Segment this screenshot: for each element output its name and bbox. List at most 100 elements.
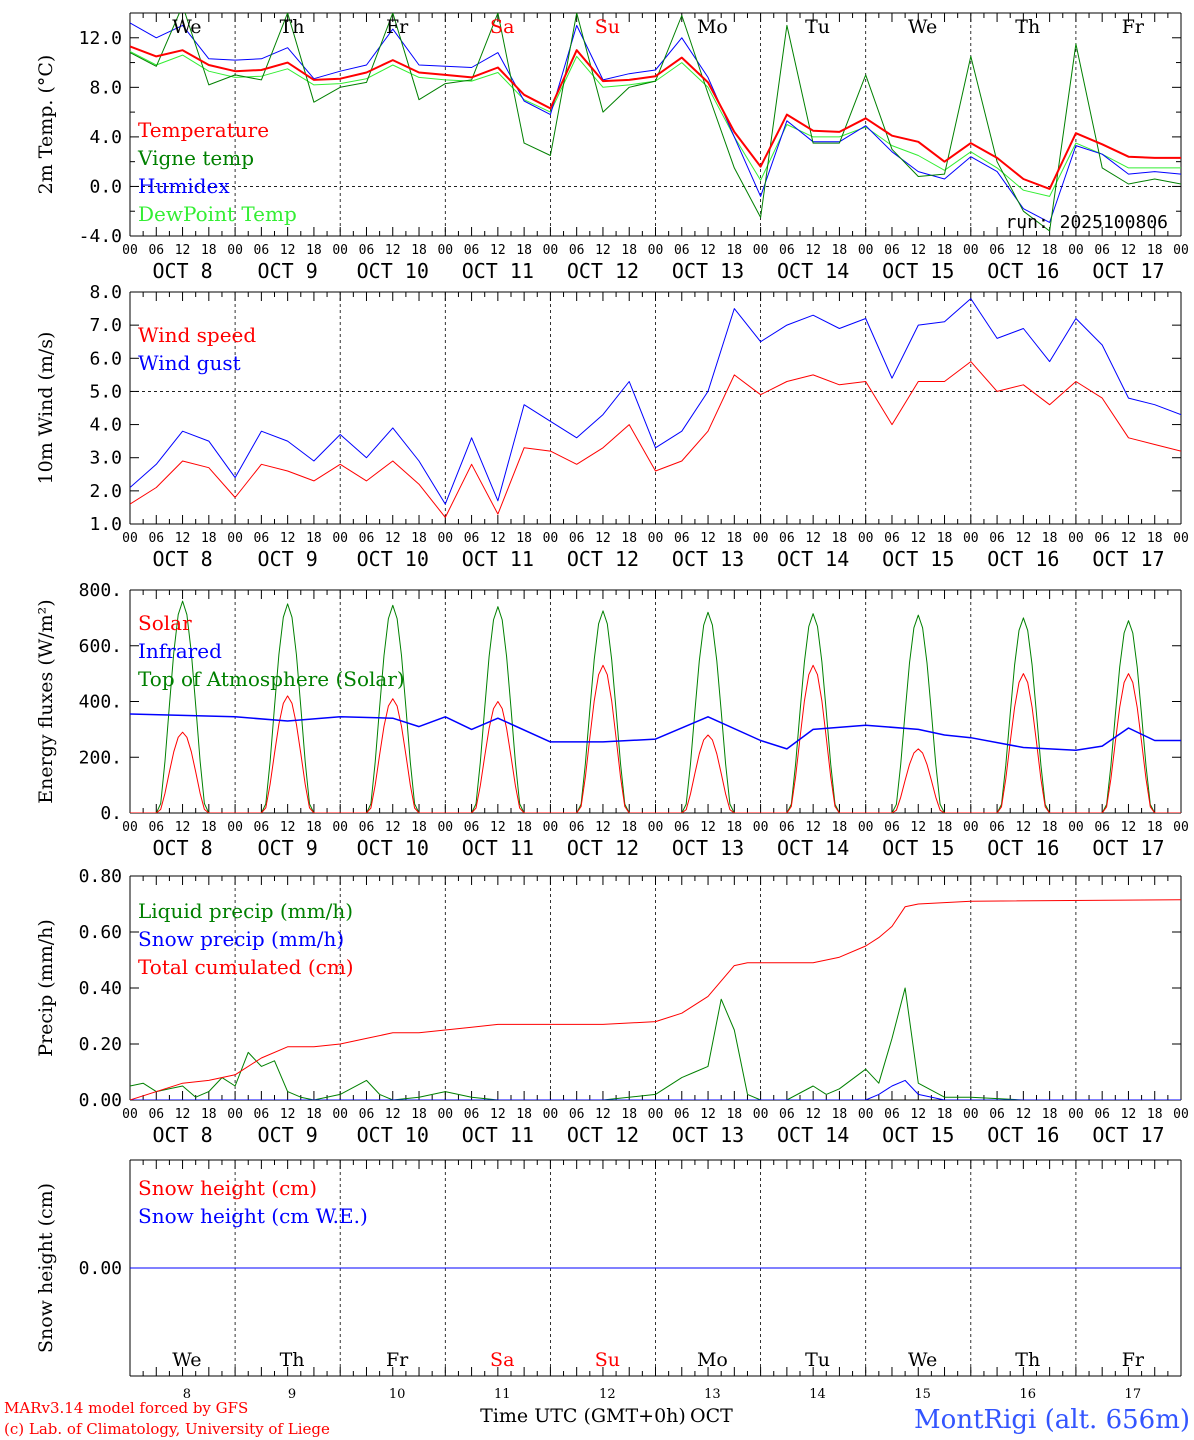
x-hour-label: 06 (989, 1107, 1005, 1122)
day-number-label: 8 (183, 1387, 191, 1402)
legend-humidex: Humidex (138, 174, 230, 198)
x-hour-label: 12 (385, 531, 401, 546)
x-hour-label: 00 (437, 243, 453, 258)
x-hour-label: 18 (1147, 1107, 1163, 1122)
total-cumulated-cm-line (130, 899, 1181, 1100)
x-hour-label: 00 (122, 820, 138, 835)
x-hour-label: 18 (1042, 1107, 1058, 1122)
x-hour-label: 12 (280, 531, 296, 546)
x-hour-label: 18 (832, 243, 848, 258)
y-tick-label: 8.0 (89, 282, 122, 303)
x-hour-label: 06 (779, 531, 795, 546)
x-hour-label: 06 (569, 820, 585, 835)
x-hour-label: 00 (122, 531, 138, 546)
x-hour-label: 12 (280, 1107, 296, 1122)
x-hour-label: 00 (963, 531, 979, 546)
x-hour-label: 06 (779, 243, 795, 258)
vigne-temp-line (130, 13, 1181, 232)
x-date-label: OCT 12 (567, 1123, 639, 1147)
x-hour-label: 18 (621, 1107, 637, 1122)
x-hour-label: 00 (648, 243, 664, 258)
x-hour-label: 00 (753, 531, 769, 546)
weekday-label: We (908, 1349, 937, 1371)
x-hour-label: 18 (306, 1107, 322, 1122)
y-tick-label: 2.0 (89, 481, 122, 502)
weekday-label: Th (280, 16, 305, 38)
x-hour-label: 00 (1173, 531, 1189, 546)
energy-panel: 0. 200. 400. 600. 800. Energy fluxes (W/m²) 00… (35, 580, 1189, 860)
x-hour-label: 18 (621, 243, 637, 258)
x-hour-label: 12 (490, 1107, 506, 1122)
x-hour-label: 06 (464, 1107, 480, 1122)
x-hour-label: 06 (148, 531, 164, 546)
x-hour-label: 06 (569, 1107, 585, 1122)
temp-ylabel: 2m Temp. (°C) (35, 55, 57, 195)
day-number-label: 10 (389, 1387, 406, 1402)
x-hour-label: 06 (989, 243, 1005, 258)
x-hour-label: 12 (1016, 531, 1032, 546)
x-date-label: OCT 12 (567, 547, 639, 571)
x-hour-label: 12 (175, 1107, 191, 1122)
x-hour-label: 18 (1042, 820, 1058, 835)
x-hour-label: 18 (411, 243, 427, 258)
x-date-label: OCT 11 (462, 836, 534, 860)
legend-wind-gust: Wind gust (138, 351, 241, 375)
y-tick-label: 6.0 (89, 348, 122, 369)
x-date-label: OCT 8 (152, 1123, 212, 1147)
x-date-label: OCT 14 (777, 836, 849, 860)
x-hour-label: 18 (937, 531, 953, 546)
legend-snow-height-cm: Snow height (cm) (138, 1176, 317, 1200)
y-tick-label: 12.0 (79, 28, 122, 49)
temp-panel: -4.00.04.08.012.02m Temp. (°C)00 06 12 18OC… (35, 12, 1189, 283)
x-hour-label: 12 (1016, 1107, 1032, 1122)
x-hour-label: 06 (464, 243, 480, 258)
x-date-label: OCT 10 (357, 836, 429, 860)
x-hour-label: 18 (832, 820, 848, 835)
x-hour-label: 00 (332, 1107, 348, 1122)
x-date-label: OCT 9 (258, 547, 318, 571)
x-hour-label: 06 (254, 531, 270, 546)
x-hour-label: 00 (1068, 820, 1084, 835)
x-hour-label: 12 (1121, 1107, 1137, 1122)
x-hour-label: 00 (437, 531, 453, 546)
x-date-label: OCT 8 (152, 547, 212, 571)
energy-ylabel: Energy fluxes (W/m²) (35, 599, 57, 803)
y-tick-label: 0. (100, 803, 122, 824)
x-hour-label: 06 (989, 820, 1005, 835)
x-hour-label: 00 (227, 243, 243, 258)
day-number-label: 16 (1019, 1387, 1036, 1402)
y-tick-label: 0.00 (79, 1258, 122, 1279)
x-hour-label: 12 (175, 243, 191, 258)
toa-solar-line (130, 600, 1181, 813)
x-hour-label: 18 (726, 820, 742, 835)
x-date-label: OCT 13 (672, 836, 744, 860)
x-hour-label: 18 (516, 531, 532, 546)
x-hour-label: 18 (1147, 820, 1163, 835)
y-tick-label: 4.0 (89, 127, 122, 148)
x-hour-label: 12 (1016, 243, 1032, 258)
legend-vigne-temp: Vigne temp (137, 146, 254, 170)
x-date-label: OCT 9 (258, 836, 318, 860)
x-hour-label: 00 (963, 243, 979, 258)
x-date-label: OCT 14 (777, 259, 849, 283)
weekday-label: Su (595, 16, 620, 38)
weekday-label: Th (280, 1349, 305, 1371)
weekday-label: Fr (1122, 1349, 1145, 1371)
x-hour-label: 00 (1173, 820, 1189, 835)
x-hour-label: 00 (648, 1107, 664, 1122)
x-hour-label: 18 (201, 531, 217, 546)
wind-ylabel: 10m Wind (m/s) (35, 332, 57, 485)
x-hour-label: 06 (674, 531, 690, 546)
x-hour-label: 18 (306, 820, 322, 835)
x-hour-label: 06 (1094, 820, 1110, 835)
legend-liquid-precip-mm-h: Liquid precip (mm/h) (138, 899, 353, 923)
x-date-label: OCT 13 (672, 547, 744, 571)
x-hour-label: 18 (1147, 531, 1163, 546)
x-hour-label: 18 (726, 1107, 742, 1122)
run-label: run: 2025100806 (1005, 212, 1168, 233)
precip-series-group (130, 899, 1181, 1100)
x-hour-label: 06 (359, 531, 375, 546)
x-date-label: OCT 16 (987, 259, 1059, 283)
energy-series-group (130, 600, 1181, 813)
